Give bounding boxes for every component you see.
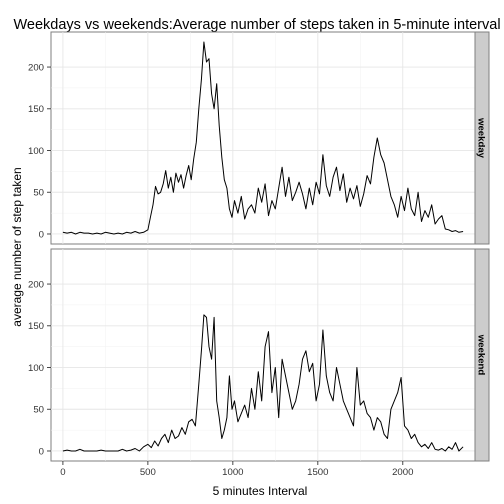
y-axis-ticks: 0 50 100 150 200 xyxy=(28,279,51,457)
x-tick-label: 2000 xyxy=(392,467,413,478)
y-tick-label: 200 xyxy=(28,279,44,290)
x-tick-label: 0 xyxy=(60,467,65,478)
y-tick-label: 0 xyxy=(39,229,44,240)
x-axis-label: 5 minutes Interval xyxy=(213,484,308,498)
y-tick-label: 100 xyxy=(28,363,44,374)
x-axis-ticks: 0 500 1000 1500 2000 xyxy=(60,461,413,478)
panel-background xyxy=(50,31,476,245)
strip-label-weekend: weekend xyxy=(476,334,487,376)
strip-background xyxy=(474,31,490,245)
grid-lines xyxy=(51,32,475,244)
series-line-weekend xyxy=(62,314,464,452)
panel-weekday: 0 50 100 150 200 weekday xyxy=(28,31,490,245)
series-line-weekday xyxy=(62,41,464,235)
x-tick-label: 500 xyxy=(140,467,156,478)
y-tick-label: 50 xyxy=(33,405,44,416)
y-tick-label: 0 xyxy=(39,446,44,457)
x-tick-label: 1500 xyxy=(307,467,328,478)
chart-title: Weekdays vs weekends:Average number of s… xyxy=(13,17,500,33)
strip-label-weekday: weekday xyxy=(476,117,487,159)
grid-lines xyxy=(51,249,475,461)
y-axis-ticks: 0 50 100 150 200 xyxy=(28,62,51,240)
x-tick-label: 1000 xyxy=(222,467,243,478)
y-tick-label: 50 xyxy=(33,188,44,199)
panel-weekend: 0 50 100 150 200 weekend xyxy=(28,248,490,462)
panel-background xyxy=(50,248,476,462)
y-tick-label: 150 xyxy=(28,104,44,115)
y-axis-label: average number of step taken xyxy=(10,167,24,326)
y-tick-label: 150 xyxy=(28,321,44,332)
y-tick-label: 100 xyxy=(28,146,44,157)
strip-background xyxy=(474,248,490,462)
y-tick-label: 200 xyxy=(28,62,44,73)
